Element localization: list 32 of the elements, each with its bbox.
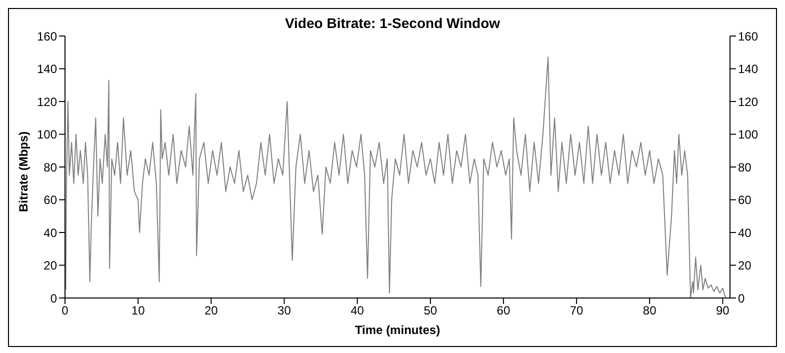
line-series: [65, 56, 726, 298]
x-tick-label: 20: [204, 304, 218, 318]
y2-tick-label: 160: [738, 29, 758, 44]
y2-tick-label: 20: [738, 258, 752, 273]
y2-tick-label: 0: [738, 291, 745, 306]
x-tick-label: 60: [496, 304, 510, 318]
x-tick-label: 80: [642, 304, 657, 318]
y2-tick-label: 120: [738, 94, 758, 109]
y-tick-label: 140: [36, 62, 58, 76]
y2-tick-label: 100: [738, 128, 758, 142]
y2-tick-label: 80: [738, 160, 752, 174]
y-tick-label: 20: [44, 258, 58, 273]
y2-tick-label: 40: [738, 226, 752, 240]
y-tick-label: 160: [36, 29, 58, 44]
x-tick-label: 0: [62, 304, 69, 318]
y-tick-label: 0: [50, 291, 58, 306]
chart-title: Video Bitrate: 1-Second Window: [284, 15, 502, 31]
x-tick-label: 10: [131, 304, 146, 318]
y-tick-label: 120: [36, 94, 58, 109]
x-tick-label: 70: [570, 304, 584, 318]
x-tick-label: 30: [278, 304, 292, 318]
y-tick-label: 60: [44, 193, 58, 208]
y-tick-label: 100: [36, 128, 58, 142]
x-tick-label: 90: [716, 304, 730, 318]
x-tick-label: 50: [424, 304, 438, 318]
y-tick-label: 40: [44, 226, 58, 240]
y2-tick-label: 60: [738, 193, 752, 208]
y-axis-title: Bitrate (Mbps): [16, 131, 30, 212]
y-tick-label: 80: [44, 160, 58, 174]
x-tick-label: 40: [350, 304, 364, 318]
y2-tick-label: 140: [738, 62, 758, 76]
x-axis-title: Time (minutes): [354, 323, 440, 337]
